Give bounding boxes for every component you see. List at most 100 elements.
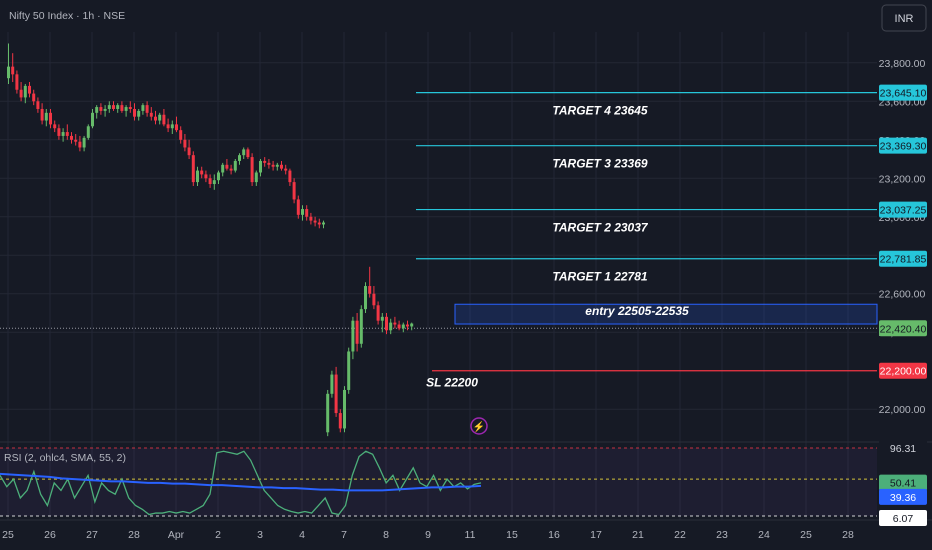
candle-body: [275, 164, 279, 167]
candle-body: [271, 164, 275, 167]
candle-body: [28, 85, 31, 94]
candle-body: [191, 155, 195, 183]
candle-body: [19, 89, 23, 98]
entry-zone-box: [454, 303, 878, 325]
candle-body: [233, 160, 237, 171]
candle-body: [91, 112, 94, 127]
level-badge-bg: [879, 84, 927, 101]
candle-body: [338, 413, 342, 429]
candle-body: [57, 128, 61, 136]
candle-body: [53, 124, 57, 129]
level-badge: 23,037.25: [880, 205, 927, 217]
candle-body: [242, 149, 246, 156]
candle-body: [280, 164, 283, 169]
candle-body: [330, 374, 334, 394]
candle-body: [305, 209, 309, 217]
price-badges: 23,645.10 23,369.30 23,037.25 22,781.85 22,2…: [879, 84, 927, 526]
candle-body: [296, 199, 300, 215]
candle-body: [128, 107, 132, 109]
candle-body: [301, 209, 304, 215]
entry-zone: entry 22505-22535: [454, 303, 878, 325]
x-tick-label: 4: [299, 529, 305, 541]
level-badge: 22,781.85: [880, 254, 927, 266]
x-tick-label: 9: [425, 529, 431, 541]
candle-body: [359, 309, 363, 344]
candle-body: [61, 132, 65, 136]
candle-body: [208, 178, 212, 185]
level-badge: 22,200.00: [880, 366, 927, 378]
candle-body: [401, 324, 405, 329]
y-tick-label: 23,800.00: [879, 58, 926, 70]
x-tick-label: 16: [548, 529, 560, 541]
lightning-icon: ⚡: [473, 420, 485, 433]
candle-body: [292, 182, 296, 200]
currency-label[interactable]: INR: [895, 13, 914, 25]
x-tick-label: 28: [842, 529, 854, 541]
entry-zone-label: entry 22505-22535: [585, 304, 689, 318]
candle-body: [133, 108, 136, 117]
candle-body: [179, 130, 183, 140]
x-tick-label: 17: [590, 529, 602, 541]
y-tick-label: 23,200.00: [879, 173, 926, 185]
x-tick-label: 27: [86, 529, 98, 541]
rsi-pane: RSI (2, ohlc4, SMA, 55, 2): [0, 447, 877, 517]
level-label: TARGET 4 23645: [552, 104, 647, 118]
candle-body: [364, 286, 367, 310]
candle-body: [124, 107, 128, 111]
last-price-badge: 22,420.40: [880, 323, 927, 335]
rsi-sma-line: [0, 472, 482, 492]
x-tick-label: 26: [44, 529, 56, 541]
candle-body: [217, 172, 220, 181]
level-badge-bg: [879, 201, 927, 218]
candle-body: [32, 93, 36, 102]
candle-body: [183, 139, 187, 148]
last-price-badge-bg: [879, 320, 927, 337]
candle-body: [288, 170, 292, 183]
candle-body: [149, 112, 153, 117]
candle-body: [326, 393, 330, 433]
candle-body: [397, 324, 401, 329]
level-label: SL 22200: [426, 376, 478, 390]
candle-body: [334, 374, 338, 414]
candle-body: [78, 141, 82, 148]
candle-body: [380, 316, 384, 321]
candle-body: [221, 164, 225, 173]
candles: ⚡: [7, 43, 488, 437]
x-tick-label: 8: [383, 529, 389, 541]
candle-body: [11, 66, 15, 75]
candle-body: [82, 137, 86, 148]
candle-body: [175, 124, 178, 131]
candle-body: [238, 155, 241, 161]
candle-body: [95, 107, 99, 113]
candle-body: [250, 157, 254, 183]
candle-body: [187, 147, 191, 156]
candle-body: [267, 162, 271, 165]
price-levels: TARGET 4 23645 TARGET 3 23369 TARGET 2 230…: [0, 92, 877, 390]
candle-body: [393, 322, 397, 325]
candle-body: [116, 105, 120, 109]
rsi-badge-bg: [879, 440, 927, 456]
candle-body: [103, 108, 107, 111]
candle-body: [368, 286, 372, 294]
candle-body: [246, 149, 250, 158]
candle-body: [254, 172, 258, 183]
candle-body: [23, 85, 27, 98]
lightning-marker: [470, 417, 488, 435]
x-tick-label: 28: [128, 529, 140, 541]
candle-body: [343, 389, 346, 429]
candle-body: [65, 132, 69, 136]
y-tick-label: 22,600.00: [879, 289, 926, 301]
candle-body: [322, 222, 325, 225]
currency-button[interactable]: INR: [881, 4, 927, 32]
level-badge: 23,369.30: [880, 141, 927, 153]
candle-body: [204, 174, 208, 179]
candle-body: [347, 351, 351, 390]
x-tick-label: 2: [215, 529, 221, 541]
level-label: TARGET 1 22781: [552, 270, 647, 284]
candle-body: [351, 320, 355, 352]
candle-body: [86, 126, 90, 138]
candle-body: [410, 323, 414, 327]
x-tick-label: 24: [758, 529, 770, 541]
